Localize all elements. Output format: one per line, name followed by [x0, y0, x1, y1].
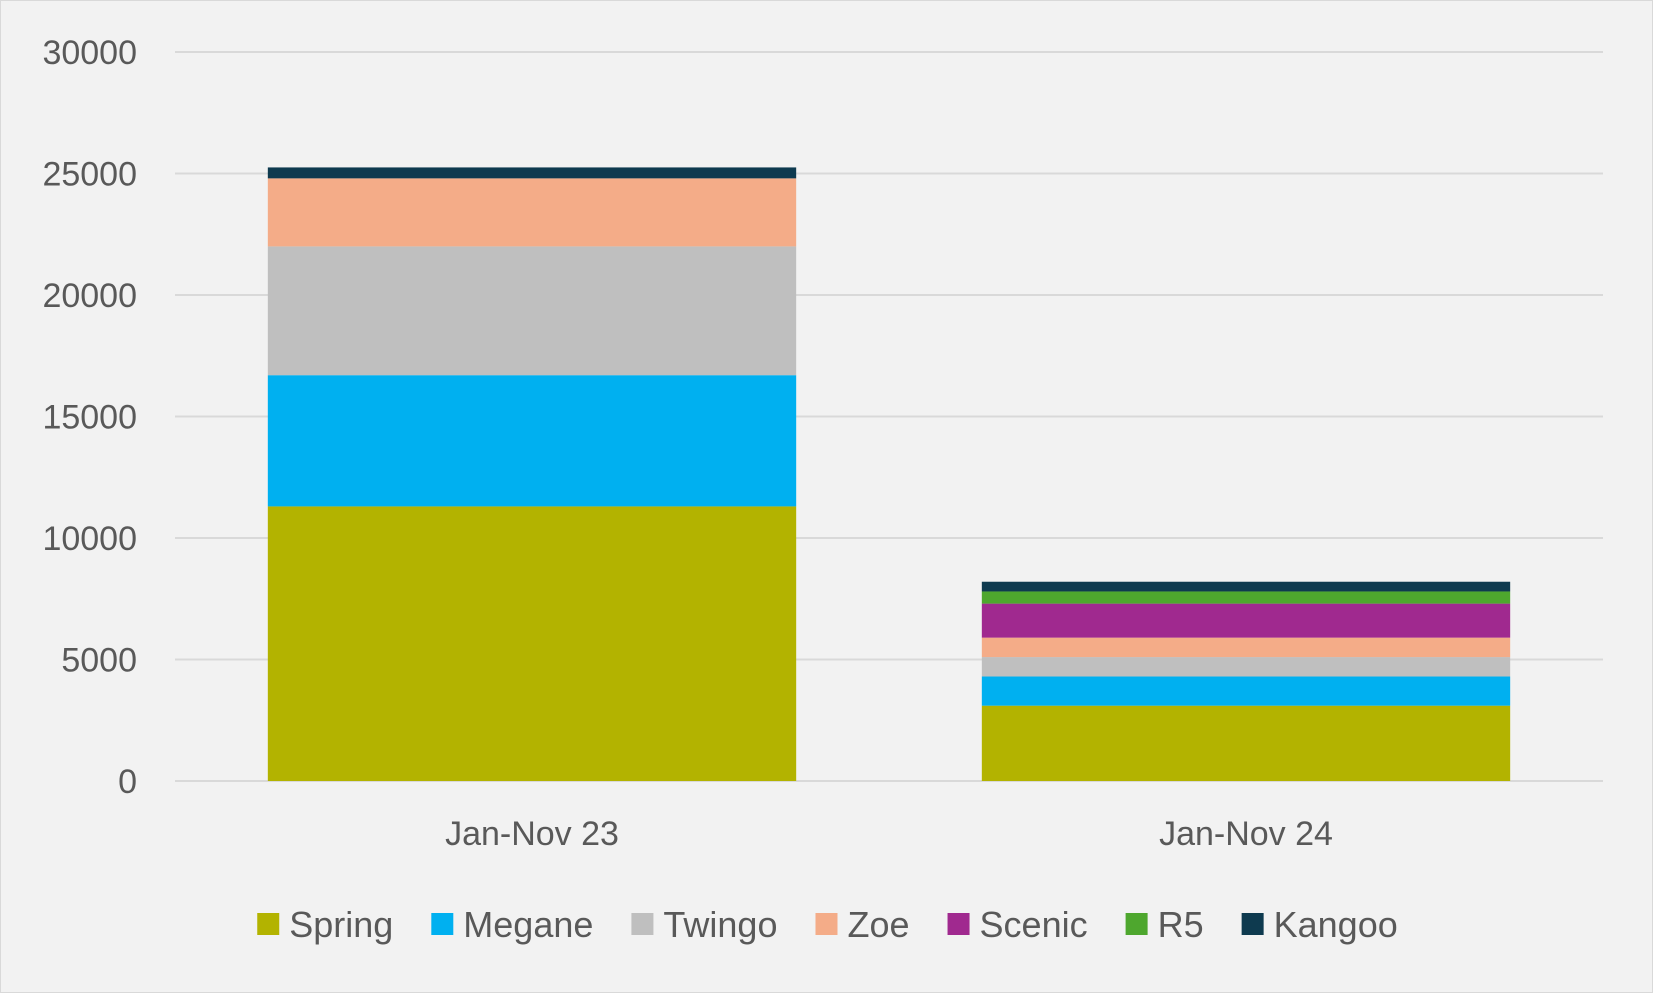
legend-item-scenic: Scenic: [947, 904, 1088, 945]
legend-swatch: [431, 913, 454, 935]
y-tick-label: 15000: [42, 399, 137, 437]
y-tick-label: 5000: [61, 642, 137, 680]
legend-label: Megane: [463, 904, 593, 945]
legend-item-zoe: Zoe: [815, 904, 910, 945]
bar-segment-twingo: [267, 246, 797, 376]
legend-label: Twingo: [663, 904, 777, 945]
bar-segment-r5: [981, 591, 1511, 604]
x-tick-label: Jan-Nov 24: [1159, 815, 1333, 853]
legend-label: Scenic: [980, 904, 1088, 945]
legend-swatch: [947, 913, 970, 935]
bar-segment-megane: [267, 375, 797, 507]
legend-item-kangoo: Kangoo: [1241, 904, 1398, 945]
x-tick-label: Jan-Nov 23: [445, 815, 619, 853]
legend-label: Zoe: [847, 904, 909, 945]
bar-segment-zoe: [981, 637, 1511, 658]
bar-segment-scenic: [981, 603, 1511, 638]
legend-swatch: [815, 913, 838, 935]
legend: Spring Megane Twingo Zoe Scenic R5 Kangoo: [257, 904, 1398, 945]
bar-segment-spring: [267, 506, 797, 781]
legend-swatch: [1125, 913, 1148, 935]
legend-item-megane: Megane: [431, 904, 593, 945]
legend-swatch: [1241, 913, 1264, 935]
y-tick-label: 25000: [42, 156, 137, 194]
legend-item-spring: Spring: [257, 904, 393, 945]
y-tick-label: 30000: [42, 34, 137, 72]
legend-swatch: [257, 913, 280, 935]
bars: [267, 167, 1511, 781]
y-axis-tick-labels: 0 5000 10000 15000 20000 25000 30000: [42, 34, 137, 801]
bar-segment-twingo: [981, 657, 1511, 677]
x-axis-tick-labels: Jan-Nov 23 Jan-Nov 24: [445, 815, 1333, 853]
legend-label: Spring: [289, 904, 393, 945]
legend-item-twingo: Twingo: [631, 904, 777, 945]
bar-segment-megane: [981, 676, 1511, 706]
bar-segment-kangoo: [981, 581, 1511, 592]
legend-label: Kangoo: [1274, 904, 1398, 945]
bar-segment-zoe: [267, 178, 797, 247]
y-tick-label: 0: [118, 763, 137, 801]
legend-label: R5: [1158, 904, 1204, 945]
legend-swatch: [631, 913, 654, 935]
y-tick-label: 20000: [42, 277, 137, 315]
bar-segment-kangoo: [267, 167, 797, 179]
y-tick-label: 10000: [42, 520, 137, 558]
legend-item-r5: R5: [1125, 904, 1204, 945]
bar-segment-spring: [981, 705, 1511, 781]
